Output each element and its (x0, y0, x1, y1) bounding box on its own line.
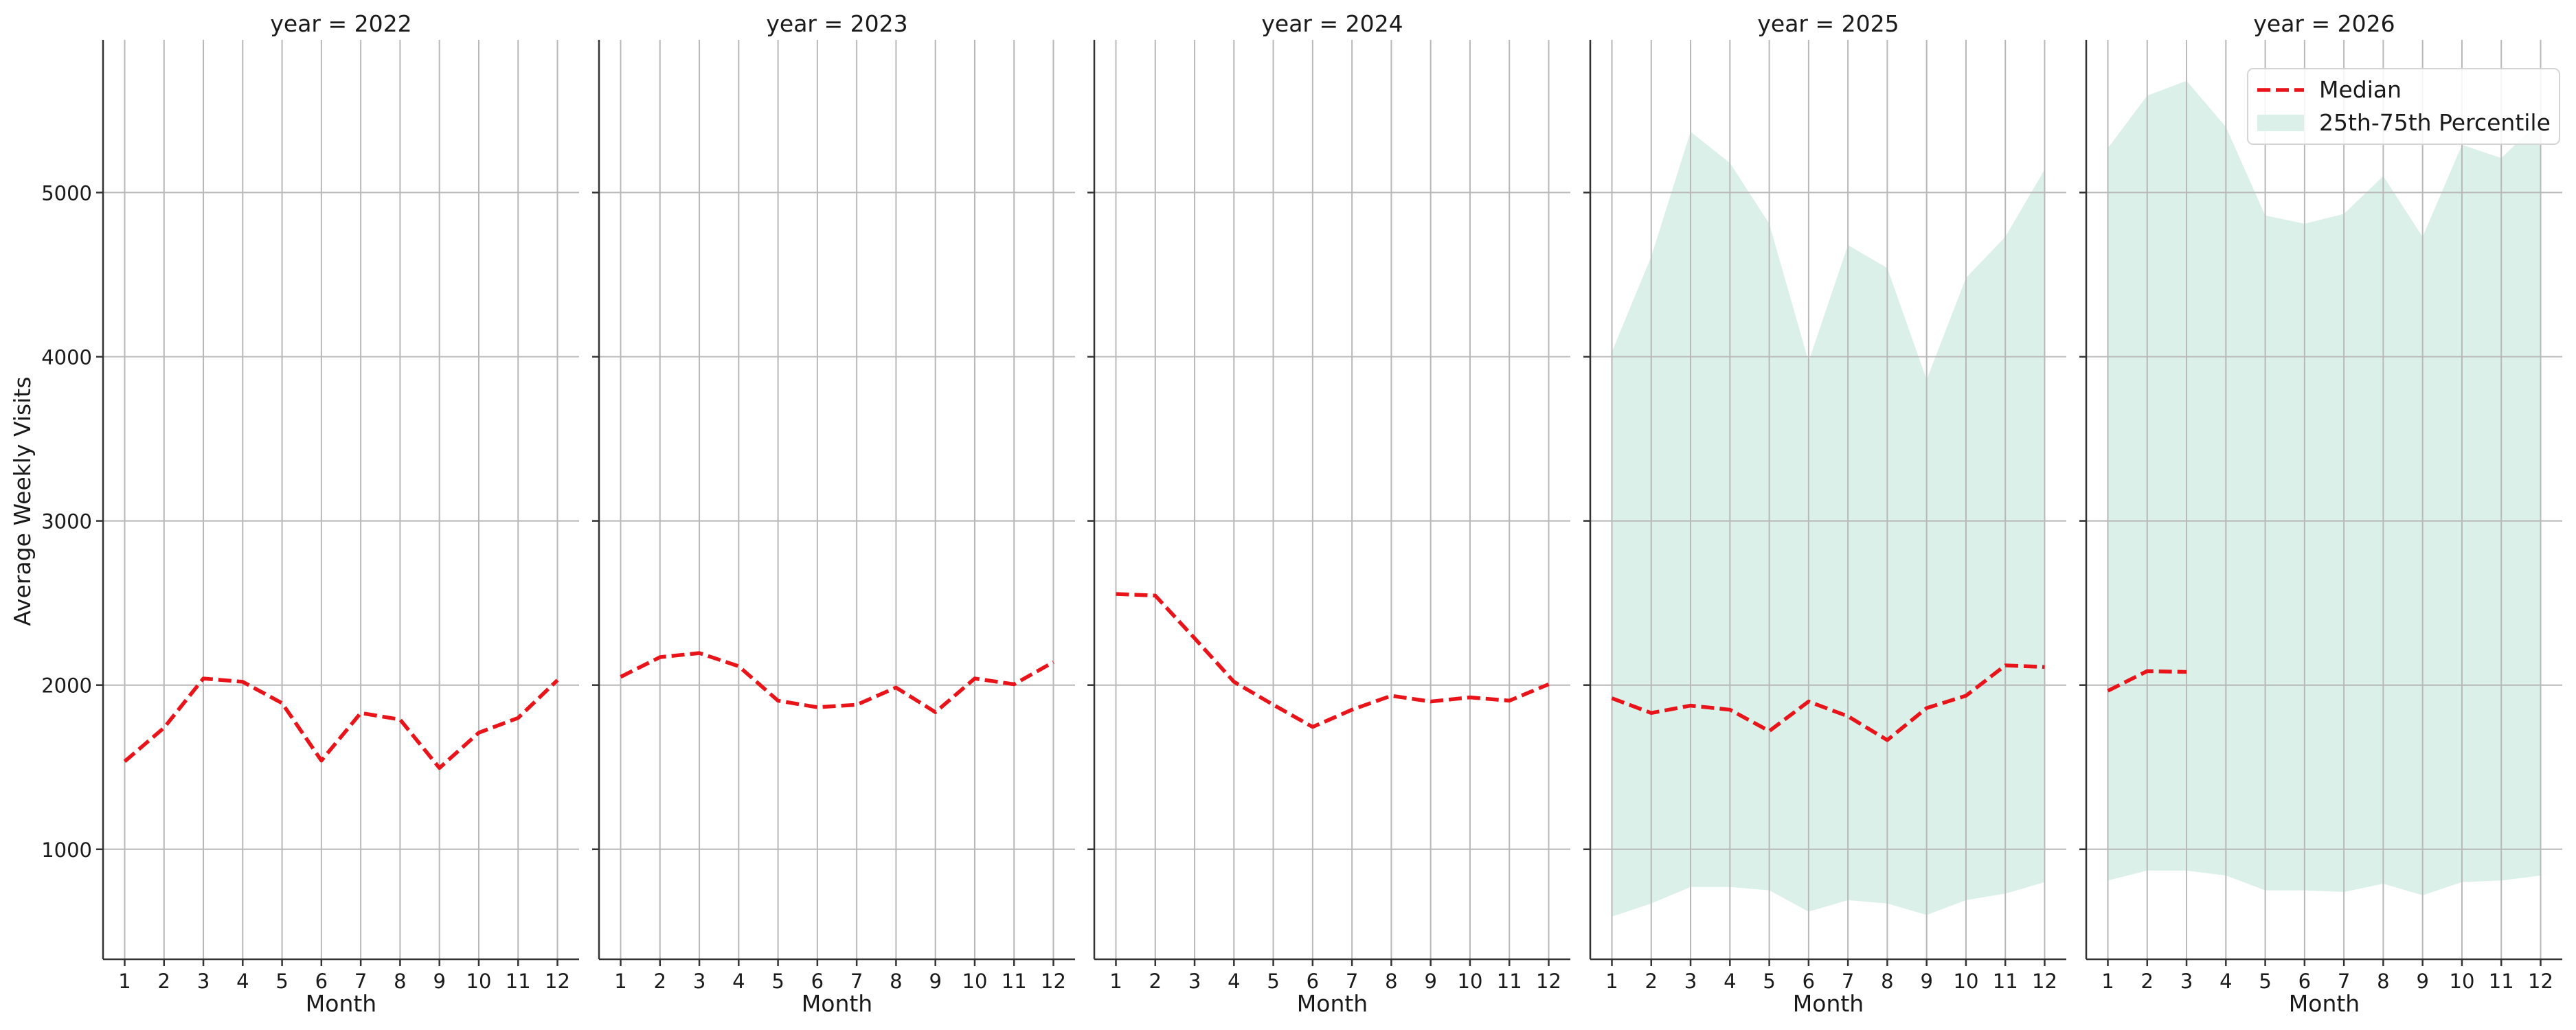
x-tick-label: 7 (1346, 970, 1358, 993)
x-tick-label: 3 (693, 970, 705, 993)
percentile-band (1612, 131, 2045, 917)
x-tick-label: 10 (1458, 970, 1483, 993)
x-tick-label: 3 (1684, 970, 1697, 993)
x-tick-label: 4 (2219, 970, 2232, 993)
x-tick-label: 9 (2416, 970, 2428, 993)
x-tick-label: 10 (466, 970, 492, 993)
y-tick-label: 3000 (41, 510, 92, 534)
x-axis-label: Month (1297, 990, 1368, 1017)
facet-title: year = 2026 (2253, 10, 2395, 37)
x-tick-label: 6 (811, 970, 824, 993)
x-tick-label: 12 (1041, 970, 1066, 993)
x-tick-label: 8 (394, 970, 406, 993)
x-tick-label: 7 (1842, 970, 1854, 993)
legend-band-label: 25th-75th Percentile (2319, 109, 2551, 136)
x-tick-label: 4 (1724, 970, 1736, 993)
x-tick-label: 1 (2101, 970, 2114, 993)
legend-median-label: Median (2319, 76, 2402, 103)
median-line (2107, 669, 2187, 693)
x-tick-label: 11 (1002, 970, 1027, 993)
x-tick-label: 5 (771, 970, 784, 993)
x-tick-label: 6 (2298, 970, 2311, 993)
x-tick-label: 6 (1307, 970, 1319, 993)
x-tick-label: 11 (2489, 970, 2514, 993)
x-tick-label: 2 (2141, 970, 2154, 993)
legend-band-swatch (2257, 115, 2304, 131)
facet-title: year = 2022 (270, 10, 411, 37)
x-tick-label: 7 (354, 970, 367, 993)
median-line (620, 651, 1054, 714)
x-tick-label: 4 (732, 970, 745, 993)
percentile-band (2108, 80, 2541, 895)
x-tick-label: 2 (654, 970, 666, 993)
x-tick-label: 10 (1954, 970, 1979, 993)
median-line (1611, 663, 2045, 742)
median-line (1116, 592, 1550, 729)
y-tick-label: 2000 (41, 674, 92, 698)
x-tick-label: 1 (614, 970, 626, 993)
x-tick-label: 3 (197, 970, 210, 993)
x-tick-label: 9 (1920, 970, 1932, 993)
x-tick-label: 6 (1803, 970, 1815, 993)
y-tick-label: 4000 (41, 345, 92, 369)
x-tick-label: 7 (850, 970, 863, 993)
x-tick-label: 7 (2338, 970, 2350, 993)
legend: Median 25th-75th Percentile (2247, 68, 2560, 145)
facet-title: year = 2024 (1261, 10, 1403, 37)
x-tick-label: 9 (929, 970, 941, 993)
x-tick-label: 5 (2259, 970, 2271, 993)
x-tick-label: 1 (118, 970, 131, 993)
x-tick-label: 8 (890, 970, 902, 993)
x-tick-label: 2 (1149, 970, 1162, 993)
x-tick-label: 11 (506, 970, 531, 993)
x-tick-label: 3 (2180, 970, 2193, 993)
y-tick-label: 1000 (41, 838, 92, 862)
x-tick-label: 8 (1385, 970, 1397, 993)
facet-title: year = 2023 (766, 10, 907, 37)
x-tick-label: 11 (1497, 970, 1522, 993)
x-tick-label: 9 (1424, 970, 1436, 993)
median-line (123, 676, 559, 770)
x-axis-label: Month (2289, 990, 2360, 1017)
x-tick-label: 10 (2450, 970, 2475, 993)
x-axis-label: Month (1793, 990, 1864, 1017)
x-tick-label: 8 (1881, 970, 1893, 993)
x-tick-label: 1 (1109, 970, 1122, 993)
x-tick-label: 11 (1993, 970, 2018, 993)
x-tick-label: 5 (275, 970, 288, 993)
x-tick-label: 12 (2528, 970, 2553, 993)
x-tick-label: 9 (433, 970, 445, 993)
x-tick-label: 4 (236, 970, 249, 993)
x-tick-label: 2 (158, 970, 170, 993)
x-tick-label: 12 (2032, 970, 2057, 993)
x-tick-label: 8 (2377, 970, 2389, 993)
y-axis-label: Average Weekly Visits (9, 376, 36, 626)
x-tick-label: 2 (1645, 970, 1658, 993)
x-tick-label: 6 (315, 970, 328, 993)
x-tick-label: 1 (1605, 970, 1618, 993)
x-tick-label: 4 (1228, 970, 1240, 993)
x-tick-label: 10 (962, 970, 988, 993)
x-tick-label: 5 (1267, 970, 1279, 993)
x-tick-label: 5 (1763, 970, 1775, 993)
y-tick-label: 5000 (41, 181, 92, 205)
x-tick-label: 12 (545, 970, 570, 993)
x-axis-label: Month (802, 990, 872, 1017)
x-tick-label: 3 (1188, 970, 1201, 993)
x-tick-label: 12 (1536, 970, 1561, 993)
x-axis-label: Month (306, 990, 376, 1017)
legend-frame (2247, 68, 2560, 145)
facet-title: year = 2025 (1757, 10, 1899, 37)
